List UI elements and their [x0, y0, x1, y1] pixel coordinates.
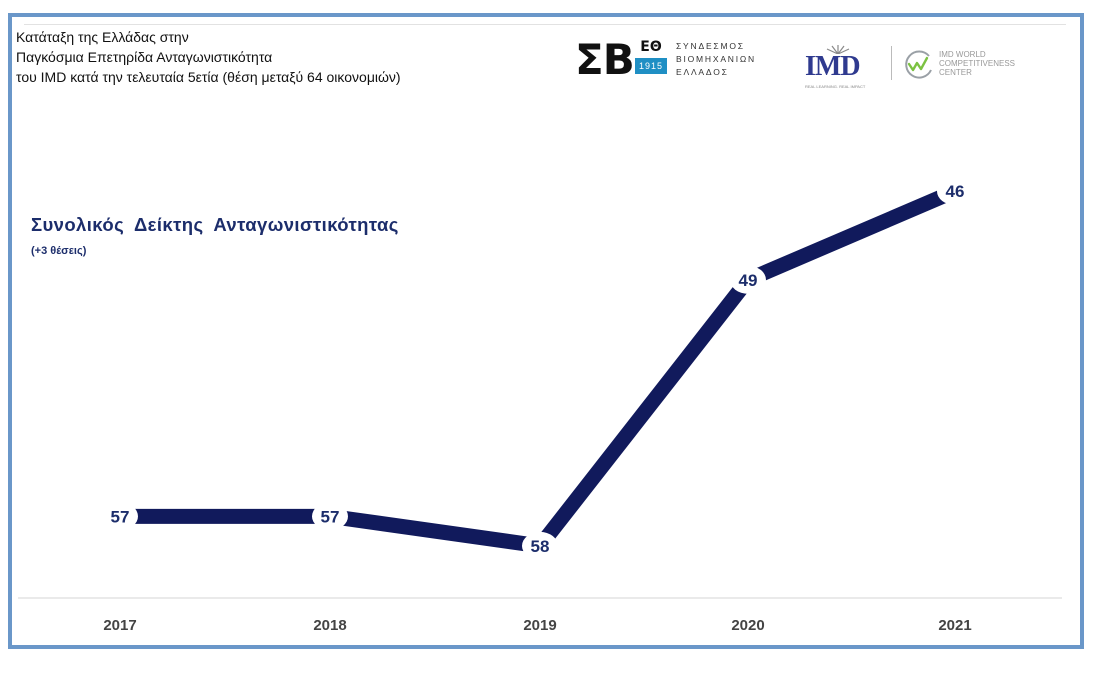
data-point-halo: [937, 177, 973, 206]
header-line-2: Παγκόσμια Επετηρίδα Ανταγωνιστικότητα: [16, 49, 273, 65]
x-tick-label: 2018: [313, 617, 346, 634]
imd-logo: IMD REAL LEARNING. REAL IMPACT: [805, 44, 875, 89]
page-header: Κατάταξη της Ελλάδας στην Παγκόσμια Επετ…: [16, 27, 536, 87]
data-label: 46: [946, 182, 965, 201]
x-tick-label: 2021: [938, 617, 971, 634]
top-divider: [24, 24, 1066, 25]
data-point-2018: 57: [312, 502, 348, 531]
data-point-halo: [102, 502, 138, 531]
data-point-halo: [730, 265, 766, 294]
sev-logo-letters: ΣΒ: [575, 35, 635, 84]
data-point-2021: 46: [937, 177, 973, 206]
sev-name-line-1: ΣΥΝΔΕΣΜΟΣ: [676, 41, 745, 51]
sev-name-line-3: ΕΛΛΑΔΟΣ: [676, 67, 729, 77]
imd-logo-tagline: REAL LEARNING. REAL IMPACT: [805, 84, 866, 89]
wcc-name-line-2: COMPETITIVENESS: [939, 59, 1016, 68]
data-label: 58: [531, 537, 550, 556]
wcc-logo-name: IMD WORLD COMPETITIVENESS CENTER: [939, 50, 1015, 77]
data-label: 57: [111, 507, 130, 526]
imd-logo-word: IMD: [805, 51, 861, 82]
chart-title: Συνολικός Δείκτης Ανταγωνιστικότητας: [31, 214, 399, 235]
sev-name-line-2: ΒΙΟΜΗΧΑΝΙΩΝ: [676, 54, 756, 64]
imd-sunburst-icon: [826, 45, 850, 54]
x-tick-label: 2020: [731, 617, 764, 634]
logo-strip: ΣΒ ΕΘ 1915 ΣΥΝΔΕΣΜΟΣ ΒΙΟΜΗΧΑΝΙΩΝ ΕΛΛΑΔΟΣ…: [575, 32, 1035, 96]
data-point-2020: 49: [730, 265, 766, 294]
logo-divider: [891, 46, 892, 80]
sev-logo: ΣΒ ΕΘ 1915 ΣΥΝΔΕΣΜΟΣ ΒΙΟΜΗΧΑΝΙΩΝ ΕΛΛΑΔΟΣ: [575, 36, 775, 86]
data-point-2017: 57: [102, 502, 138, 531]
sev-logo-eo: ΕΘ: [640, 39, 662, 55]
x-tick-label: 2019: [523, 617, 556, 634]
data-label: 49: [739, 271, 758, 290]
wcc-logo: IMD WORLD COMPETITIVENESS CENTER: [901, 50, 1041, 84]
series-line: [120, 184, 958, 554]
header-line-3: του IMD κατά την τελευταία 5ετία (θέση μ…: [16, 69, 401, 85]
sev-logo-name: ΣΥΝΔΕΣΜΟΣ ΒΙΟΜΗΧΑΝΙΩΝ ΕΛΛΑΔΟΣ: [676, 40, 756, 79]
chart-subtitle: (+3 θέσεις): [31, 245, 87, 257]
wcc-swoosh-icon: [905, 50, 932, 79]
data-point-halo: [312, 502, 348, 531]
data-point-2019: 58: [522, 531, 558, 560]
x-tick-label: 2017: [103, 617, 136, 634]
wcc-name-line-1: IMD WORLD: [939, 50, 986, 59]
data-point-halo: [522, 531, 558, 560]
wcc-name-line-3: CENTER: [939, 68, 972, 77]
data-label: 57: [321, 507, 340, 526]
header-line-1: Κατάταξη της Ελλάδας στην: [16, 29, 189, 45]
sev-logo-year: 1915: [635, 58, 667, 74]
